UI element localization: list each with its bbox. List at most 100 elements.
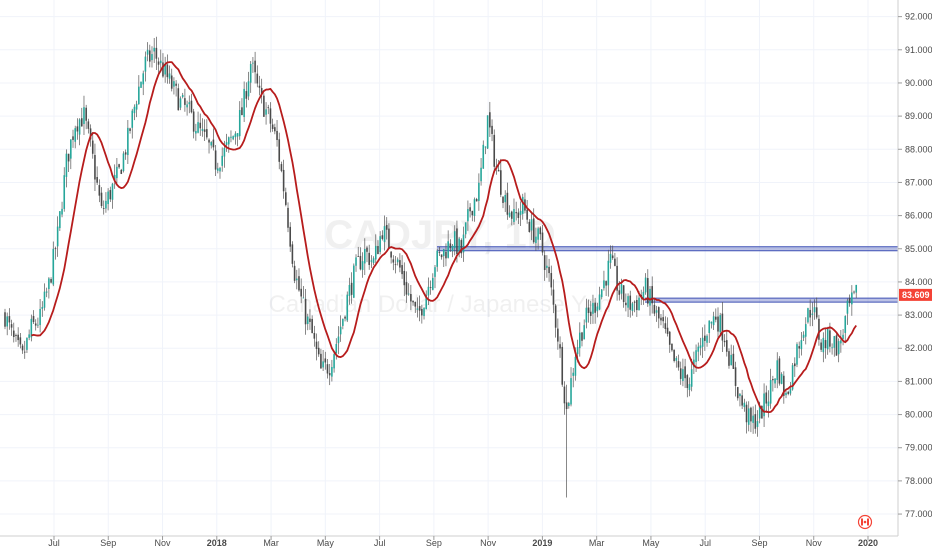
candle-body-up (649, 288, 651, 306)
time-axis[interactable]: Jul Sep Nov 2018 Mar May Jul Sep Nov 2019 Mar May Ju… (0, 535, 898, 548)
candle-body-down (848, 297, 851, 304)
candle-body-up (346, 294, 349, 321)
candle-body-up (719, 315, 722, 333)
support-resistance-band[interactable] (645, 298, 898, 303)
candle-body-up (756, 421, 759, 427)
candle-body-up (111, 183, 114, 200)
candle (331, 359, 333, 382)
candle (418, 295, 421, 322)
candle-body-up (370, 260, 373, 262)
candle-body-down (381, 235, 384, 239)
candle-body-down (109, 190, 112, 200)
candle-body-down (166, 64, 169, 78)
candle (188, 95, 191, 114)
candle-body-down (392, 259, 395, 263)
candle-body-down (120, 169, 123, 174)
y-tick-label: 81.000 (905, 376, 932, 386)
candle (148, 44, 151, 68)
candle (146, 42, 149, 62)
price-axis[interactable]: 77.000 78.000 79.000 80.000 81.000 82.000 83.0… (897, 0, 932, 536)
candle (460, 238, 463, 259)
candle (572, 367, 575, 388)
candle (462, 226, 465, 262)
candle (447, 230, 449, 259)
candle-body-up (486, 115, 489, 149)
candle-body-down (543, 255, 546, 271)
candle (256, 65, 259, 88)
candle-body-up (855, 284, 858, 293)
candle (17, 327, 19, 347)
candle (469, 203, 471, 218)
candle-body-down (662, 317, 664, 322)
candle-body-up (535, 236, 537, 244)
candle-body-up (144, 56, 147, 72)
candle-body-down (162, 62, 164, 77)
candle-body-up (372, 258, 375, 264)
candle-body-up (236, 133, 239, 137)
candle (741, 389, 743, 410)
candle-body-down (241, 107, 243, 116)
candle (528, 219, 531, 233)
candle-body-down (280, 164, 283, 171)
candle-body-up (221, 155, 223, 166)
candle-body-down (388, 228, 390, 250)
candle-body-down (155, 47, 158, 59)
candle (370, 255, 373, 269)
candle-body-up (227, 137, 230, 145)
candle-body-up (572, 372, 575, 376)
level-layer[interactable] (437, 246, 898, 303)
candle-body-up (813, 307, 816, 313)
candle-body-down (651, 286, 653, 304)
candle (293, 260, 296, 284)
canada-flag-icon[interactable] (857, 514, 873, 530)
candle-body-up (603, 280, 605, 289)
candle (368, 244, 370, 270)
candle-body-up (482, 144, 485, 169)
candle (807, 307, 809, 324)
candle (653, 299, 656, 317)
candle-body-down (539, 227, 542, 235)
candle-body-down (736, 387, 739, 399)
candle (603, 270, 605, 291)
candle (346, 291, 349, 323)
candle-body-down (300, 288, 302, 297)
candle (100, 187, 103, 209)
candle (153, 37, 155, 63)
candle (142, 70, 145, 96)
candle-body-down (17, 334, 19, 341)
candle-body-down (72, 136, 74, 140)
candle-body-down (368, 252, 370, 265)
candle (282, 159, 285, 199)
candle (699, 337, 702, 356)
support-resistance-band[interactable] (437, 246, 898, 251)
candle (851, 285, 853, 316)
candle (504, 190, 507, 213)
candle-body-up (585, 307, 588, 323)
candle-body-down (686, 375, 689, 389)
candle-body-down (313, 332, 316, 339)
candle-body-up (739, 394, 741, 397)
candle-body-down (469, 207, 471, 212)
candle-body-up (383, 226, 386, 243)
candle (333, 353, 335, 373)
candle-body-up (306, 316, 309, 324)
candle (105, 192, 107, 213)
candle-body-up (596, 306, 599, 312)
candle-body-up (607, 260, 610, 286)
candle (449, 239, 452, 252)
candle (809, 299, 811, 327)
candle (74, 125, 77, 149)
candle-body-up (265, 109, 267, 115)
x-tick-label: Sep (751, 538, 767, 548)
candle (116, 157, 118, 186)
candle-body-down (835, 335, 838, 356)
candle-body-down (629, 295, 632, 310)
candle-body-up (116, 166, 118, 179)
candle (787, 390, 790, 396)
candle (138, 75, 140, 105)
candle-body-up (638, 297, 640, 311)
candle (65, 149, 68, 188)
candle-body-down (245, 91, 248, 99)
